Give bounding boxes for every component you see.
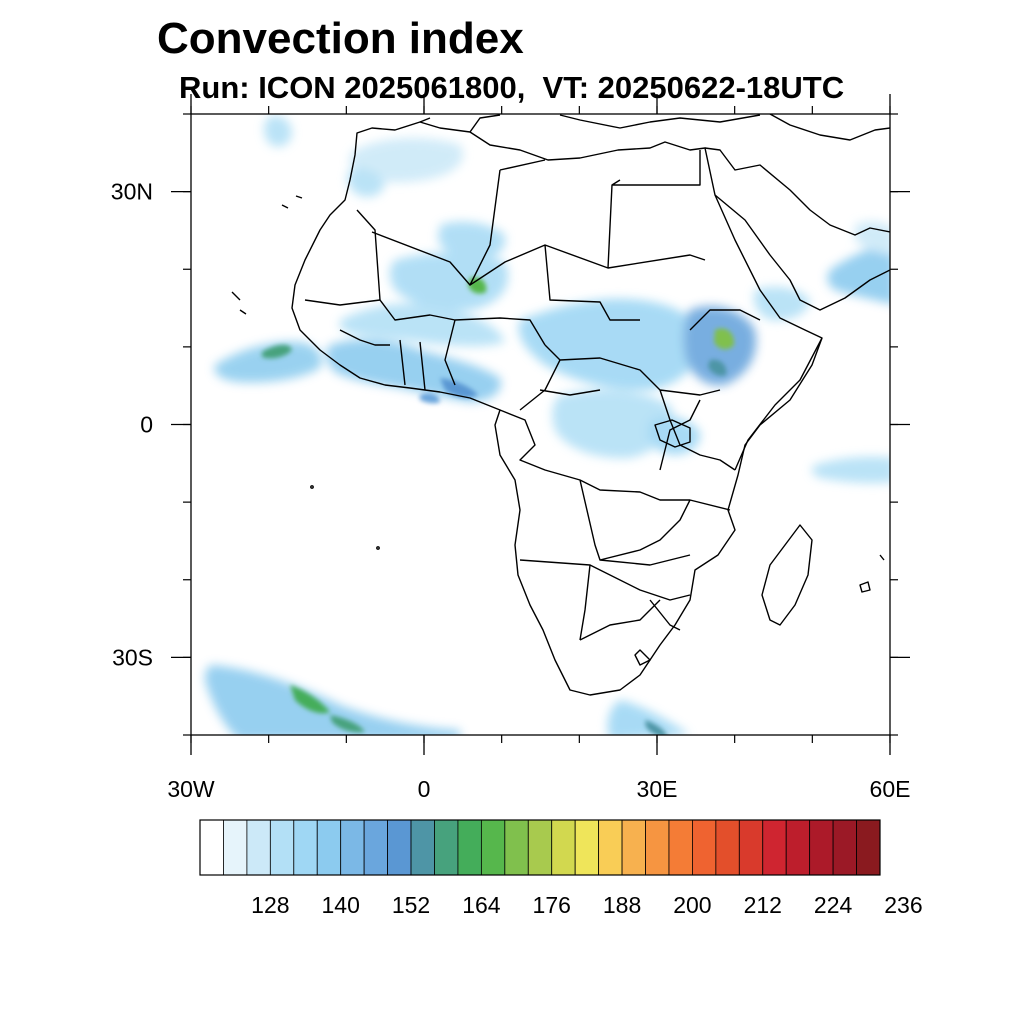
y-tick-label: 0 [140,412,153,438]
colorbar-swatch [269,819,295,876]
madagascar-coastline [761,524,813,626]
colorbar-swatch [715,819,740,876]
colorbar-swatch [598,819,623,876]
colorbar-swatch [621,819,646,876]
colorbar-swatch [668,819,693,876]
colorbar-swatch [434,819,459,876]
colorbar-label: 164 [462,892,501,918]
colorbar-frame [199,819,881,876]
colorbar-swatch [223,819,248,876]
colorbar-swatch [832,819,857,876]
colorbar-swatch [246,819,271,876]
arabia-coastline [704,147,890,311]
convection-area-indian-ocean-band [811,456,890,484]
colorbar-swatch [480,819,506,876]
africa-coastline [291,121,823,696]
convection-area-sudan-chad-belt [518,298,705,391]
convection-area-agulhas-front [607,700,690,735]
convection-area-arabian-sea-coast [827,241,890,304]
chart-subtitle: Run: ICON 2025061800, VT: 20250622-18UTC [179,70,845,105]
colorbar-swatch [527,819,553,876]
convection-area-north-atlantic-patch [264,115,292,147]
colorbar: 128 140 152 164 176 188 200 212 224 236 [199,819,923,918]
colorbar-label: 176 [533,892,571,918]
convection-area-mediterranean-atlas [349,138,464,183]
y-tick-label: 30S [112,644,153,670]
colorbar-swatch [762,819,787,876]
x-tick-label: 0 [418,776,431,802]
colorbar-swatch [363,819,388,876]
colorbar-swatch [387,819,412,876]
colorbar-label: 152 [392,892,430,918]
colorbar-swatch [809,819,834,876]
colorbar-swatch [645,819,670,876]
convection-area-sahel-west-belt [340,303,505,347]
convection-area-south-atlantic-front [205,665,460,735]
colorbar-swatch [692,819,717,876]
x-tick-label: 30W [167,776,215,802]
colorbar-swatch [785,819,811,876]
colorbar-label: 128 [251,892,289,918]
colorbar-swatch [340,819,365,876]
colorbar-swatch [457,819,482,876]
convection-area-lake-victoria [647,416,701,455]
map-frame [190,113,891,736]
colorbar-swatch [738,819,764,876]
colorbar-label: 236 [884,892,922,918]
colorbar-label: 224 [814,892,853,918]
colorbar-label: 140 [322,892,360,918]
x-tick-label: 30E [637,776,678,802]
chart-title: Convection index [157,14,524,63]
convection-area-congo-basin [552,389,674,459]
convection-area-atlantic-itcz [214,341,322,383]
colorbar-swatch [293,819,318,876]
colorbar-swatch [574,819,600,876]
colorbar-swatch [199,819,224,876]
colorbar-swatch [504,819,529,876]
colorbar-swatch [316,819,342,876]
colorbar-label: 188 [603,892,641,918]
colorbar-swatch [856,819,881,876]
map-axes: 30W 0 30E 60E 30N 0 30S [111,94,911,802]
country-borders [231,114,890,696]
x-tick-label: 60E [870,776,911,802]
colorbar-label: 200 [673,892,711,918]
y-tick-label: 30N [111,179,153,205]
convection-shading [205,115,890,735]
colorbar-label: 212 [744,892,782,918]
colorbar-swatch [410,819,435,876]
colorbar-swatch [551,819,576,876]
